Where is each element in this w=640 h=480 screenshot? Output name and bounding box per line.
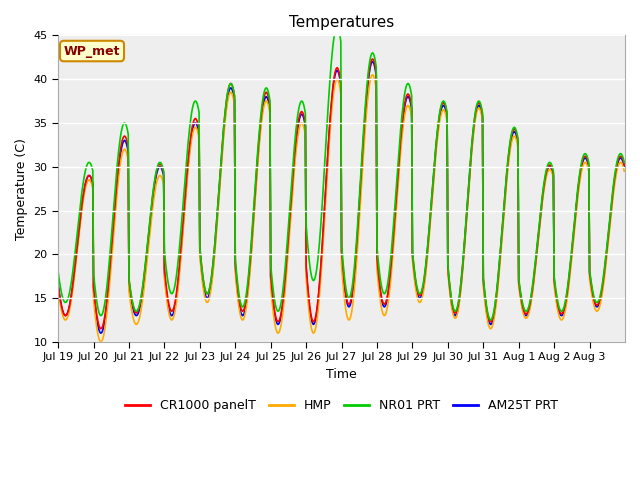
Title: Temperatures: Temperatures [289,15,394,30]
CR1000 panelT [253,157,261,163]
AM25T PRT [225,87,233,93]
AM25T PRT [275,321,283,327]
Line: CR1000 panelT: CR1000 panelT [58,59,624,329]
HMP [369,72,376,78]
HMP [433,142,440,148]
CR1000 panelT [275,318,283,324]
AM25T PRT [369,59,376,64]
NR01 PRT [487,317,495,323]
HMP [401,110,409,116]
HMP [253,166,261,171]
NR01 PRT [274,308,282,314]
HMP [275,330,283,336]
Text: WP_met: WP_met [64,45,120,58]
CR1000 panelT [433,135,440,141]
AM25T PRT [433,138,440,144]
AM25T PRT [97,330,105,336]
Y-axis label: Temperature (C): Temperature (C) [15,138,28,240]
NR01 PRT [401,93,408,99]
NR01 PRT [121,120,129,126]
NR01 PRT [225,85,232,91]
NR01 PRT [54,269,62,275]
CR1000 panelT [122,133,129,139]
X-axis label: Time: Time [326,368,357,381]
HMP [225,91,233,97]
Line: AM25T PRT: AM25T PRT [58,61,624,333]
NR01 PRT [333,24,341,29]
CR1000 panelT [97,326,105,332]
CR1000 panelT [225,83,233,88]
NR01 PRT [253,163,260,168]
AM25T PRT [401,102,409,108]
CR1000 panelT [620,162,628,168]
AM25T PRT [620,164,628,170]
Legend: CR1000 panelT, HMP, NR01 PRT, AM25T PRT: CR1000 panelT, HMP, NR01 PRT, AM25T PRT [120,394,563,417]
Line: NR01 PRT: NR01 PRT [58,26,624,320]
AM25T PRT [54,282,62,288]
HMP [54,286,62,292]
NR01 PRT [432,141,440,146]
Line: HMP: HMP [58,75,624,342]
CR1000 panelT [369,56,376,62]
CR1000 panelT [401,99,409,105]
AM25T PRT [253,161,261,167]
HMP [97,339,105,345]
AM25T PRT [122,138,129,144]
HMP [122,147,129,153]
CR1000 panelT [54,282,62,288]
HMP [620,168,628,174]
NR01 PRT [620,159,628,165]
